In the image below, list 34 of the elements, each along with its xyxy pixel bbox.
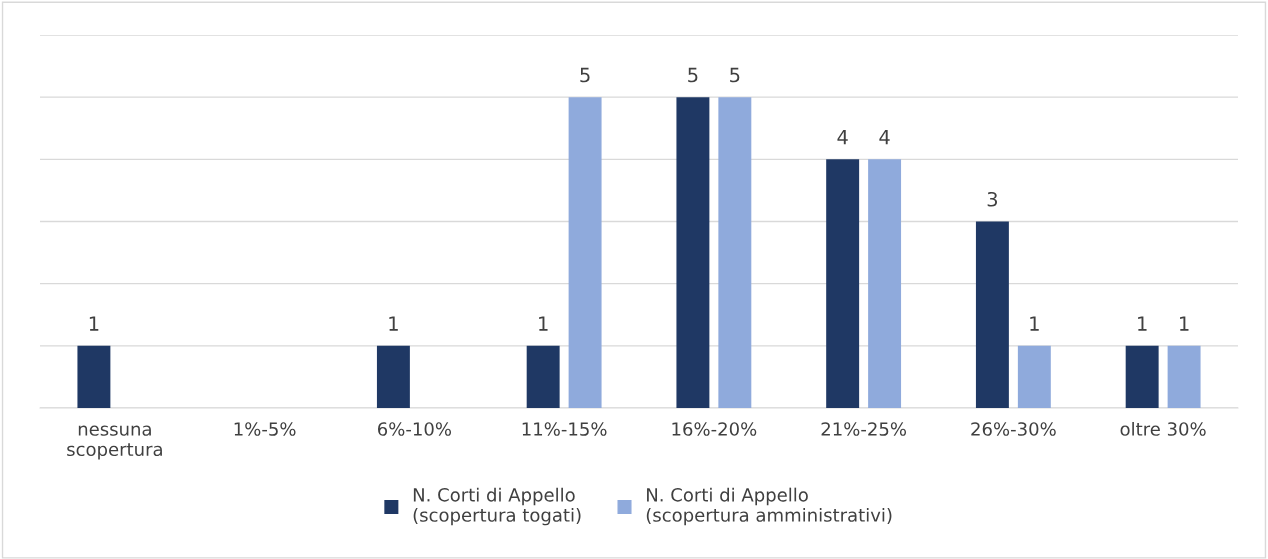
bar [676,97,710,408]
data-label: 1 [1180,316,1189,331]
bar [1017,345,1051,408]
x-tick-label: 1%-5% [234,422,296,436]
x-tick-label: 11%-15% [522,422,607,436]
bar [975,221,1009,408]
bar [376,345,410,408]
bar [1125,345,1159,408]
x-tick-label: 6%-10% [377,422,452,436]
bar [1167,345,1201,408]
data-label: 5 [688,67,698,83]
data-label: 4 [837,130,848,145]
data-label: 1 [1138,316,1147,331]
legend-label: N. Corti di Appello (scopertura amministrativi) [646,487,892,526]
x-tick-label: 26%-30% [971,422,1056,436]
data-label: 1 [539,316,548,331]
data-label: 5 [580,67,590,83]
data-label: 1 [89,316,99,331]
data-label: 4 [879,130,890,145]
data-label: 5 [730,67,740,83]
data-label: 3 [987,191,998,207]
data-label: 1 [389,316,398,331]
bar [568,97,602,408]
bar [826,159,860,408]
x-tick-label: 16%-20% [672,422,757,436]
x-tick-label: nessuna scopertura [67,425,162,460]
bar [77,345,111,408]
x-tick-label: 21%-25% [821,422,907,436]
legend-label: N. Corti di Appello (scopertura togati) [413,487,581,526]
data-label: 1 [1030,316,1039,331]
bar [718,97,752,408]
bar [526,345,560,408]
bar [868,159,902,408]
x-tick-label: oltre 30% [1120,421,1206,436]
